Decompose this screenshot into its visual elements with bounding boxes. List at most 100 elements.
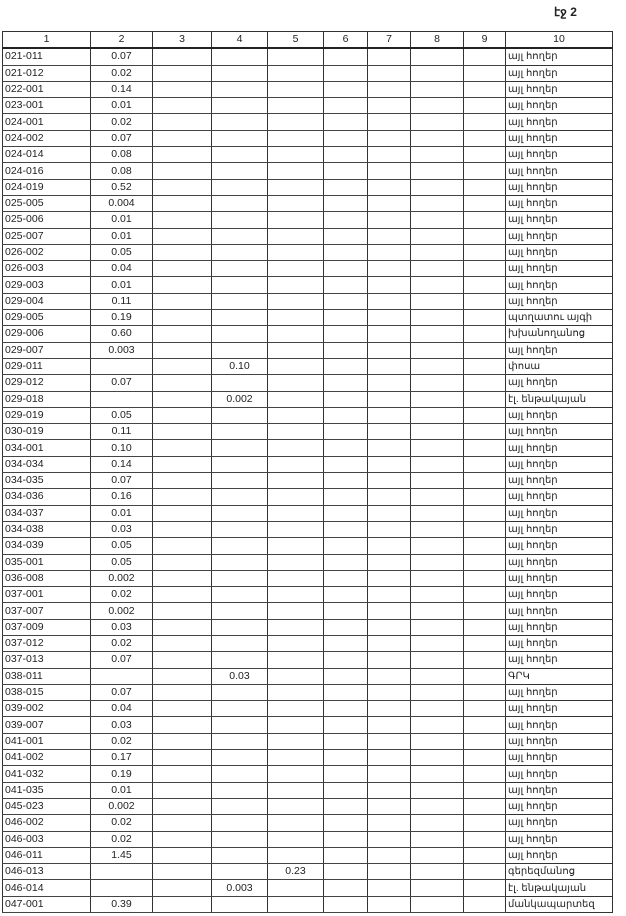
column-header-9: 9 [463, 31, 506, 50]
table-row: 024-014 0.08 այլ հողեր [2, 146, 613, 164]
value-cell: 0.01 [90, 227, 153, 245]
value-cell [267, 423, 324, 441]
value-cell [211, 178, 268, 196]
value-cell [410, 325, 464, 343]
value-cell: 0.05 [90, 537, 153, 555]
value-cell [152, 439, 212, 457]
value-cell [367, 879, 411, 897]
value-cell [463, 162, 506, 180]
value-cell: 0.01 [90, 781, 153, 799]
value-cell [410, 194, 464, 213]
value-cell [463, 488, 506, 506]
value-cell [267, 586, 324, 604]
value-cell: 0.07 [90, 47, 153, 66]
land-use-cell: այլ հողեր [505, 341, 613, 359]
value-cell [463, 260, 506, 278]
table-row: 024-016 0.08 այլ հողեր [2, 162, 613, 180]
column-header-4: 4 [211, 31, 268, 50]
value-cell [323, 520, 368, 539]
land-use-cell: այլ հողեր [505, 472, 613, 490]
land-use-cell: այլ հողեր [505, 80, 613, 99]
value-cell [367, 618, 411, 636]
parcel-code-cell: 029-005 [2, 309, 91, 327]
value-cell [267, 211, 324, 229]
value-cell: 0.04 [90, 700, 153, 718]
table-row: 034-037 0.01 այլ հողեր [2, 504, 613, 522]
value-cell [323, 716, 368, 734]
parcel-code-cell: 029-004 [2, 292, 91, 311]
table-row: 025-005 0.004 այլ հողեր [2, 194, 613, 213]
land-use-cell: էլ. ենթակայան [505, 390, 613, 408]
value-cell [323, 341, 368, 359]
parcel-code-cell: 037-012 [2, 634, 91, 653]
land-use-cell: գերեզմանոց [505, 863, 613, 881]
value-cell [410, 341, 464, 359]
value-cell [267, 683, 324, 702]
value-cell [410, 846, 464, 865]
parcel-code-cell: 046-011 [2, 846, 91, 865]
value-cell [323, 749, 368, 767]
value-cell [463, 504, 506, 522]
value-cell: 0.05 [90, 406, 153, 425]
value-cell [152, 700, 212, 718]
value-cell [367, 488, 411, 506]
table-row: 034-038 0.03 այլ հողեր [2, 520, 613, 539]
value-cell [90, 357, 153, 376]
value-cell [211, 227, 268, 245]
table-row: 030-019 0.11 այլ հողեր [2, 423, 613, 441]
value-cell [323, 700, 368, 718]
land-use-cell: պտղատու այգի [505, 309, 613, 327]
value-cell [323, 846, 368, 865]
value-cell [367, 537, 411, 555]
value-cell [323, 227, 368, 245]
value-cell [367, 797, 411, 816]
value-cell [410, 374, 464, 392]
parcel-code-cell: 024-002 [2, 129, 91, 148]
value-cell [367, 390, 411, 408]
table-row: 029-011 0.10 փոսա [2, 357, 613, 376]
value-cell [152, 211, 212, 229]
value-cell [367, 227, 411, 245]
value-cell: 1.45 [90, 846, 153, 865]
value-cell [410, 146, 464, 164]
value-cell: 0.17 [90, 749, 153, 767]
value-cell [463, 569, 506, 588]
value-cell [367, 129, 411, 148]
value-cell [152, 341, 212, 359]
value-cell: 0.08 [90, 146, 153, 164]
value-cell [267, 162, 324, 180]
land-use-cell: այլ հողեր [505, 700, 613, 718]
value-cell [323, 602, 368, 620]
value-cell [323, 97, 368, 115]
value-cell: 0.10 [211, 357, 268, 376]
value-cell [410, 439, 464, 457]
value-cell [211, 634, 268, 653]
value-cell [211, 146, 268, 164]
value-cell [152, 390, 212, 408]
value-cell [152, 357, 212, 376]
value-cell [211, 455, 268, 474]
value-cell [323, 260, 368, 278]
value-cell [367, 455, 411, 474]
value-cell [323, 80, 368, 99]
value-cell [267, 194, 324, 213]
value-cell [211, 374, 268, 392]
parcel-code-cell: 047-001 [2, 895, 91, 914]
value-cell [267, 97, 324, 115]
value-cell [463, 146, 506, 164]
value-cell [323, 276, 368, 294]
value-cell [463, 178, 506, 196]
table-row: 036-008 0.002 այլ հողեր [2, 569, 613, 588]
parcel-code-cell: 023-001 [2, 97, 91, 115]
table-row: 045-023 0.002 այլ հողեր [2, 797, 613, 816]
land-use-cell: այլ հողեր [505, 830, 613, 848]
parcel-code-cell: 030-019 [2, 423, 91, 441]
parcel-code-cell: 041-001 [2, 732, 91, 751]
value-cell [211, 97, 268, 115]
land-use-cell: այլ հողեր [505, 749, 613, 767]
land-parcel-table: 1 2 3 4 5 6 7 8 9 10 021-011 0.07 այլ հողեր 021-012 0… [2, 31, 613, 914]
value-cell [410, 667, 464, 685]
value-cell: 0.11 [90, 292, 153, 311]
land-use-cell: այլ հողեր [505, 455, 613, 474]
parcel-code-cell: 024-016 [2, 162, 91, 180]
